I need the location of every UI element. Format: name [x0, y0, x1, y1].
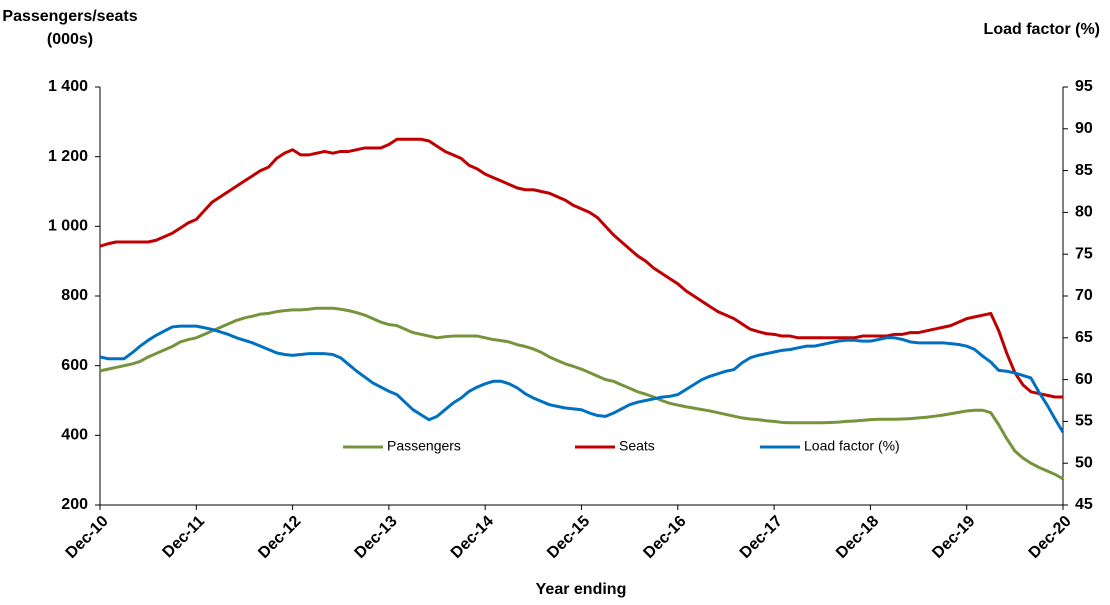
y-axis-title: (000s) [47, 31, 93, 48]
line-series [99, 324, 1065, 434]
y2-tick-label: 75 [1075, 245, 1093, 262]
x-tick-label: Dec-16 [640, 513, 689, 562]
y-tick-label: 800 [61, 287, 88, 304]
y2-tick-label: 50 [1075, 454, 1093, 471]
y2-tick-label: 45 [1075, 496, 1093, 513]
y2-tick-label: 70 [1075, 287, 1093, 304]
y2-tick-label: 85 [1075, 162, 1093, 179]
legend-label: Passengers [387, 438, 461, 454]
y2-tick-label: 80 [1075, 204, 1093, 221]
legend-label: Seats [619, 438, 655, 454]
y2-tick-label: 95 [1075, 78, 1093, 95]
x-tick-label: Dec-17 [737, 513, 786, 562]
y2-tick-label: 65 [1075, 329, 1093, 346]
y2-tick-label: 90 [1075, 120, 1093, 137]
x-tick-label: Dec-13 [352, 513, 401, 562]
line-series [99, 137, 1063, 399]
y-tick-label: 600 [61, 357, 88, 374]
x-tick-label: Dec-20 [1026, 513, 1075, 562]
y2-axis-title: Load factor (%) [984, 21, 1100, 38]
x-tick-label: Dec-15 [544, 513, 593, 562]
y-tick-label: 200 [61, 496, 88, 513]
x-axis-title: Year ending [536, 581, 627, 598]
x-tick-label: Dec-19 [929, 513, 978, 562]
y-axis-title: Passengers/seats [2, 8, 137, 25]
y-tick-label: 1 200 [48, 148, 88, 165]
line-series [99, 306, 1064, 481]
y2-tick-label: 55 [1075, 413, 1093, 430]
y2-tick-label: 60 [1075, 371, 1093, 388]
x-tick-label: Dec-14 [448, 513, 497, 562]
x-tick-label: Dec-10 [63, 513, 112, 562]
x-tick-label: Dec-11 [160, 513, 209, 562]
y-tick-label: 1 400 [48, 78, 88, 95]
y-tick-label: 400 [61, 427, 88, 444]
y-tick-label: 1 000 [48, 218, 88, 235]
x-tick-label: Dec-12 [255, 513, 304, 562]
x-tick-label: Dec-18 [833, 513, 882, 562]
legend-label: Load factor (%) [804, 438, 900, 454]
